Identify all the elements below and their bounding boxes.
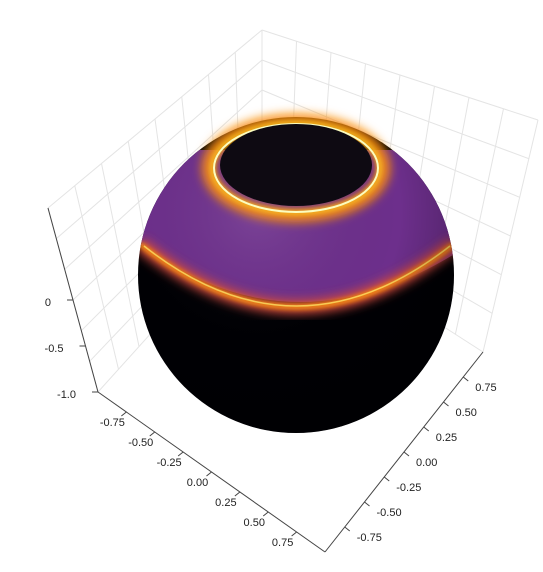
x-axis-tick-mark [234,491,241,497]
upper-ring-glow [202,114,390,222]
y-axis-tick-mark [443,401,449,407]
grid-line [261,59,530,160]
x-axis-tick-mark [262,511,269,517]
x-axis-tick-label: -0.50 [128,437,153,449]
grid-line [47,29,263,209]
x-axis-tick-label: 0.00 [187,477,208,489]
y-axis-tick-label: 0.25 [436,432,457,444]
y-axis-tick-mark [462,376,469,382]
z-axis-tick-label: 0 [45,297,51,309]
polar-cap [220,124,372,206]
x-axis-tick-mark [177,451,184,457]
y-axis-tick-label: 0.00 [416,457,437,469]
y-axis-tick-mark [364,501,370,507]
z-axis-tick-label: -0.5 [45,343,64,355]
x-axis-ticks: -0.75-0.50 -0.25 0.00 0.25 0.50 0.75 [100,411,297,549]
y-axis-tick-label: -0.75 [357,532,382,544]
sphere [138,114,454,433]
y-axis-tick-label: 0.75 [475,382,496,394]
x-axis-tick-mark [206,471,212,477]
y-axis-tick-label: -0.50 [377,507,402,519]
x-axis-tick-label: -0.25 [157,457,182,469]
z-axis-tick-label: -1.0 [57,389,76,401]
y-axis-tick-mark [403,451,410,457]
x-axis-tick-mark [291,531,297,537]
x-axis-tick-label: 0.75 [272,537,293,549]
y-axis-tick-mark [344,526,351,532]
y-axis-tick-label: 0.50 [456,407,477,419]
x-axis-tick-mark [149,431,156,437]
z-axis-ticks: -1.0 -0.5 0 [45,297,98,401]
x-axis-tick-label: 0.25 [215,497,236,509]
grid-line [56,59,263,240]
grid-line [64,89,263,270]
grid-line [261,29,539,121]
y-axis-tick-mark [383,476,390,482]
y-axis-tick-mark [423,426,430,432]
y-axis-ticks: -0.75 -0.50 -0.25 0.00 0.25 0.50 0.75 [344,376,497,544]
x-axis-tick-label: -0.75 [100,417,125,429]
x-axis-tick-label: 0.50 [244,517,265,529]
grid-line [261,89,520,198]
y-axis-tick-label: -0.25 [396,482,421,494]
x-axis-tick-mark [121,411,127,417]
